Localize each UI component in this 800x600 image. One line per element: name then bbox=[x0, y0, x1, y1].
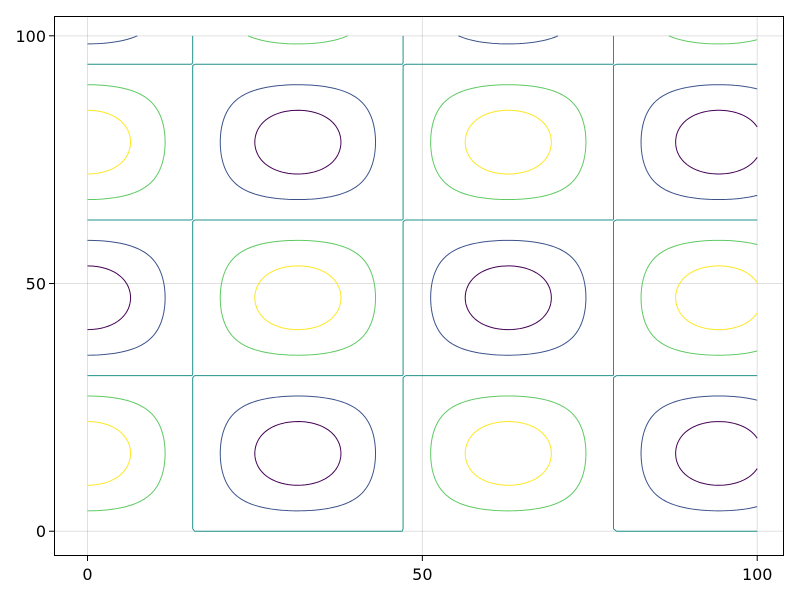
contour-level-0 bbox=[87, 109, 758, 486]
tick-label-layer: 0 50 100 0 50 100 bbox=[15, 27, 772, 584]
contour-layer bbox=[87, 35, 758, 532]
contour-level-2 bbox=[87, 35, 758, 532]
x-tick-label: 0 bbox=[82, 565, 92, 584]
y-tick-label: 100 bbox=[15, 27, 46, 46]
contour-level-4 bbox=[87, 109, 758, 486]
grid-layer bbox=[54, 16, 784, 556]
contour-level-1 bbox=[87, 35, 758, 512]
y-tick-label: 0 bbox=[36, 522, 46, 541]
plot-frame bbox=[54, 16, 784, 556]
y-tick-label: 50 bbox=[26, 275, 46, 294]
tick-layer bbox=[49, 35, 758, 561]
contour-level-3 bbox=[87, 35, 758, 512]
x-tick-label: 50 bbox=[412, 565, 432, 584]
x-tick-label: 100 bbox=[742, 565, 773, 584]
